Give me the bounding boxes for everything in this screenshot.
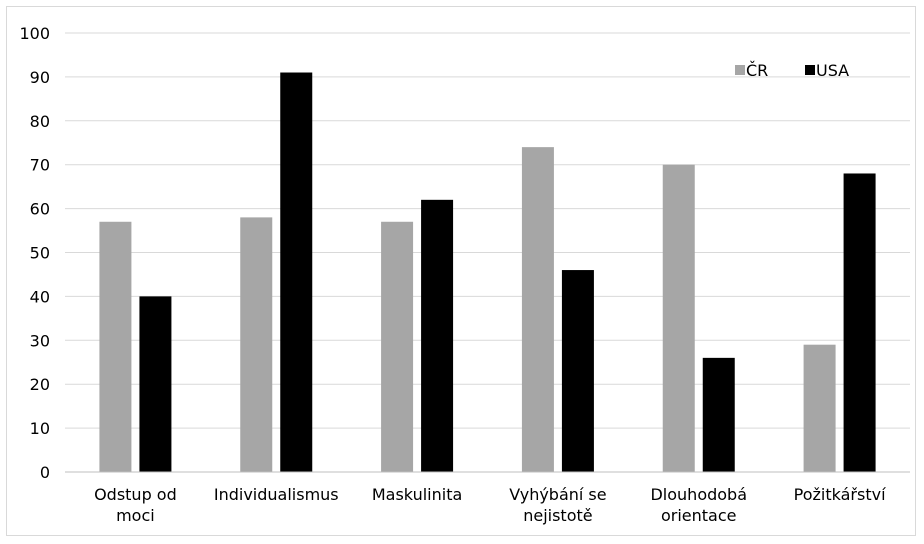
y-tick-label: 10 xyxy=(30,419,50,438)
bar-cr xyxy=(381,221,414,472)
y-tick-label: 90 xyxy=(30,68,50,87)
bar-usa xyxy=(139,296,172,472)
legend-swatch xyxy=(735,65,745,75)
legend: ČR USA xyxy=(735,61,849,80)
legend-label: USA xyxy=(816,61,849,80)
bar-usa xyxy=(702,357,735,472)
x-tick-label: Požitkářství xyxy=(794,485,886,504)
bar-usa xyxy=(421,199,454,472)
y-tick-label: 70 xyxy=(30,156,50,175)
legend-swatch xyxy=(805,65,815,75)
x-tick-label: Odstup od moci xyxy=(94,485,177,525)
y-tick-label: 100 xyxy=(19,24,50,43)
x-tick-label: Maskulinita xyxy=(372,485,462,504)
bars xyxy=(99,72,876,473)
y-tick-label: 80 xyxy=(30,112,50,131)
x-tick-label: Dlouhodobá orientace xyxy=(650,485,747,525)
y-tick-label: 60 xyxy=(30,200,50,219)
legend-label: ČR xyxy=(746,61,768,80)
y-tick-label: 30 xyxy=(30,331,50,350)
bar-usa xyxy=(561,270,594,472)
x-tick-label: Individualismus xyxy=(214,485,339,504)
bar-cr xyxy=(99,221,132,472)
bar-cr xyxy=(240,217,273,472)
bar-usa xyxy=(843,173,876,473)
x-axis-labels: Odstup od moci Individualismus Maskulinita V… xyxy=(94,485,886,525)
bar-cr xyxy=(521,147,554,472)
bar-usa xyxy=(280,72,313,472)
bar-cr xyxy=(662,164,695,472)
bar-cr xyxy=(803,344,836,472)
y-tick-label: 50 xyxy=(30,244,50,263)
x-tick-label: Vyhýbání se nejistotě xyxy=(509,485,606,525)
y-axis-ticks: 0 10 20 30 40 50 60 70 80 90 100 xyxy=(19,24,50,482)
y-tick-label: 0 xyxy=(40,463,50,482)
gridlines xyxy=(65,32,910,429)
y-tick-label: 20 xyxy=(30,375,50,394)
y-tick-label: 40 xyxy=(30,287,50,306)
